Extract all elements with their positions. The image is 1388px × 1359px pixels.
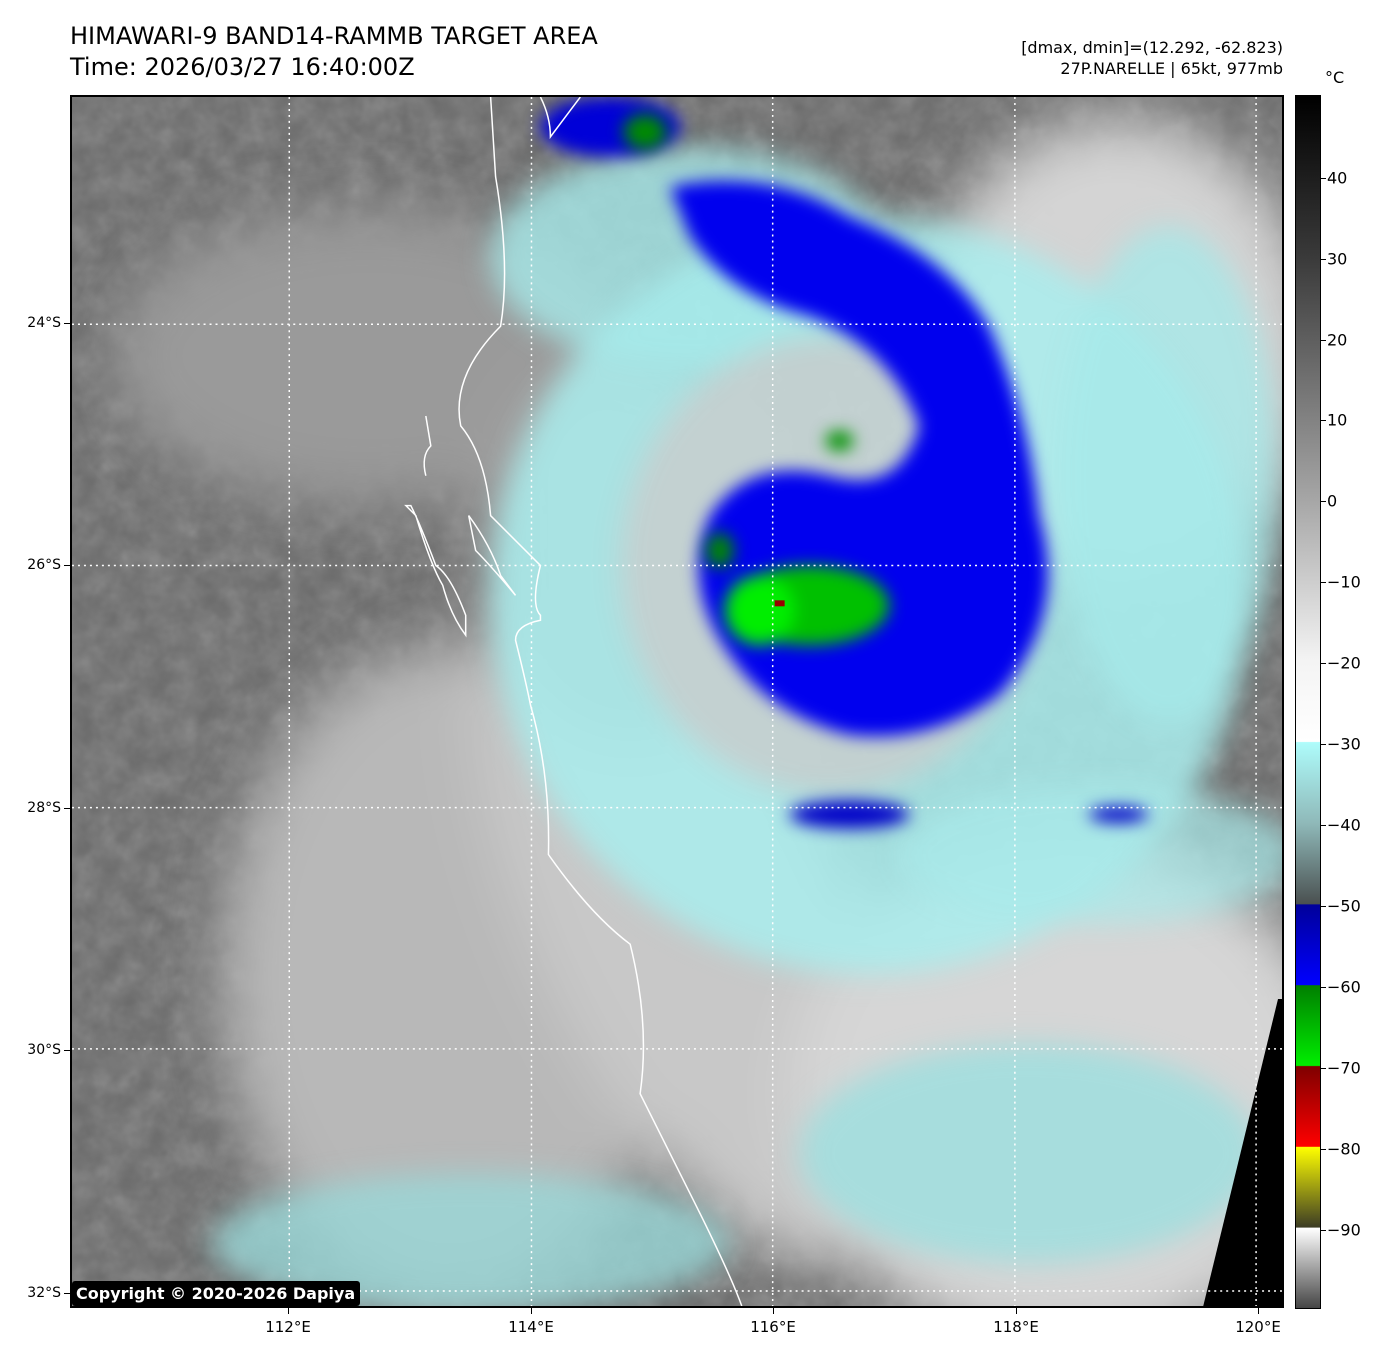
colorbar-label: 0: [1327, 491, 1338, 511]
satellite-image: [70, 95, 1284, 1308]
gridlines: [72, 97, 1282, 1306]
colorbar-tick: [1321, 825, 1326, 826]
satellite-map: [72, 97, 1282, 1306]
lon-label-112e: 112°E: [265, 1318, 311, 1336]
timestamp: Time: 2026/03/27 16:40:00Z: [70, 53, 415, 81]
dirk-hartog-island: [423, 415, 432, 476]
colorbar-tick: [1321, 1230, 1326, 1231]
lon-tick: [288, 1308, 289, 1314]
lat-tick: [64, 1293, 70, 1294]
colorbar-tick: [1321, 663, 1326, 664]
colorbar-label: −80: [1327, 1139, 1361, 1159]
coastline: [458, 97, 743, 1306]
colorbar-tick: [1321, 340, 1326, 341]
colorbar-label: 10: [1327, 410, 1348, 430]
colorbar-tick: [1321, 1068, 1326, 1069]
very-cold-tops-layer: [623, 113, 890, 646]
lon-label-118e: 118°E: [993, 1318, 1039, 1336]
colorbar-tick: [1321, 259, 1326, 260]
lat-tick: [64, 808, 70, 809]
colorbar-unit: °C: [1325, 68, 1345, 87]
colorbar-label: −90: [1327, 1220, 1361, 1240]
lat-label-24s: 24°S: [27, 315, 61, 331]
colorbar-label: 20: [1327, 330, 1348, 350]
lon-tick: [1258, 1308, 1259, 1314]
storm-info: 27P.NARELLE | 65kt, 977mb: [1060, 59, 1283, 78]
lat-tick: [64, 323, 70, 324]
lat-label-28s: 28°S: [27, 800, 61, 816]
colorbar-tick: [1321, 987, 1326, 988]
colorbar-label: 40: [1327, 168, 1348, 188]
colorbar-label: −20: [1327, 653, 1361, 673]
lon-label-114e: 114°E: [508, 1318, 554, 1336]
colorbar-tick: [1321, 501, 1326, 502]
lon-label-116e: 116°E: [750, 1318, 796, 1336]
lat-tick: [64, 565, 70, 566]
no-data-region: [1203, 999, 1282, 1306]
lat-tick: [64, 1050, 70, 1051]
colorbar-label: 30: [1327, 249, 1348, 269]
colorbar-tick: [1321, 1149, 1326, 1150]
colorbar-label: −30: [1327, 734, 1361, 754]
colorbar-label: −60: [1327, 977, 1361, 997]
lon-tick: [773, 1308, 774, 1314]
colorbar-tick: [1321, 178, 1326, 179]
colorbar-tick: [1321, 906, 1326, 907]
temperature-range: [dmax, dmin]=(12.292, -62.823): [1021, 38, 1283, 57]
colorbar-label: −70: [1327, 1058, 1361, 1078]
colorbar: [1295, 95, 1321, 1309]
coldest-top-marker: [774, 600, 785, 607]
colorbar-label: −10: [1327, 572, 1361, 592]
colorbar-label: −40: [1327, 815, 1361, 835]
colorbar-tick: [1321, 744, 1326, 745]
shark-bay-island: [467, 515, 517, 596]
copyright-label: Copyright © 2020-2026 Dapiya: [72, 1281, 361, 1306]
lat-label-30s: 30°S: [27, 1042, 61, 1058]
lon-tick: [531, 1308, 532, 1314]
lon-tick: [1016, 1308, 1017, 1314]
chart-title: HIMAWARI-9 BAND14-RAMMB TARGET AREA: [70, 22, 598, 50]
colorbar-tick: [1321, 420, 1326, 421]
north-coast: [539, 97, 581, 140]
shark-bay-peninsula: [404, 504, 467, 638]
lon-label-120e: 120°E: [1235, 1318, 1281, 1336]
lat-label-32s: 32°S: [27, 1285, 61, 1301]
colorbar-label: −50: [1327, 896, 1361, 916]
colorbar-tick: [1321, 582, 1326, 583]
lat-label-26s: 26°S: [27, 557, 61, 573]
